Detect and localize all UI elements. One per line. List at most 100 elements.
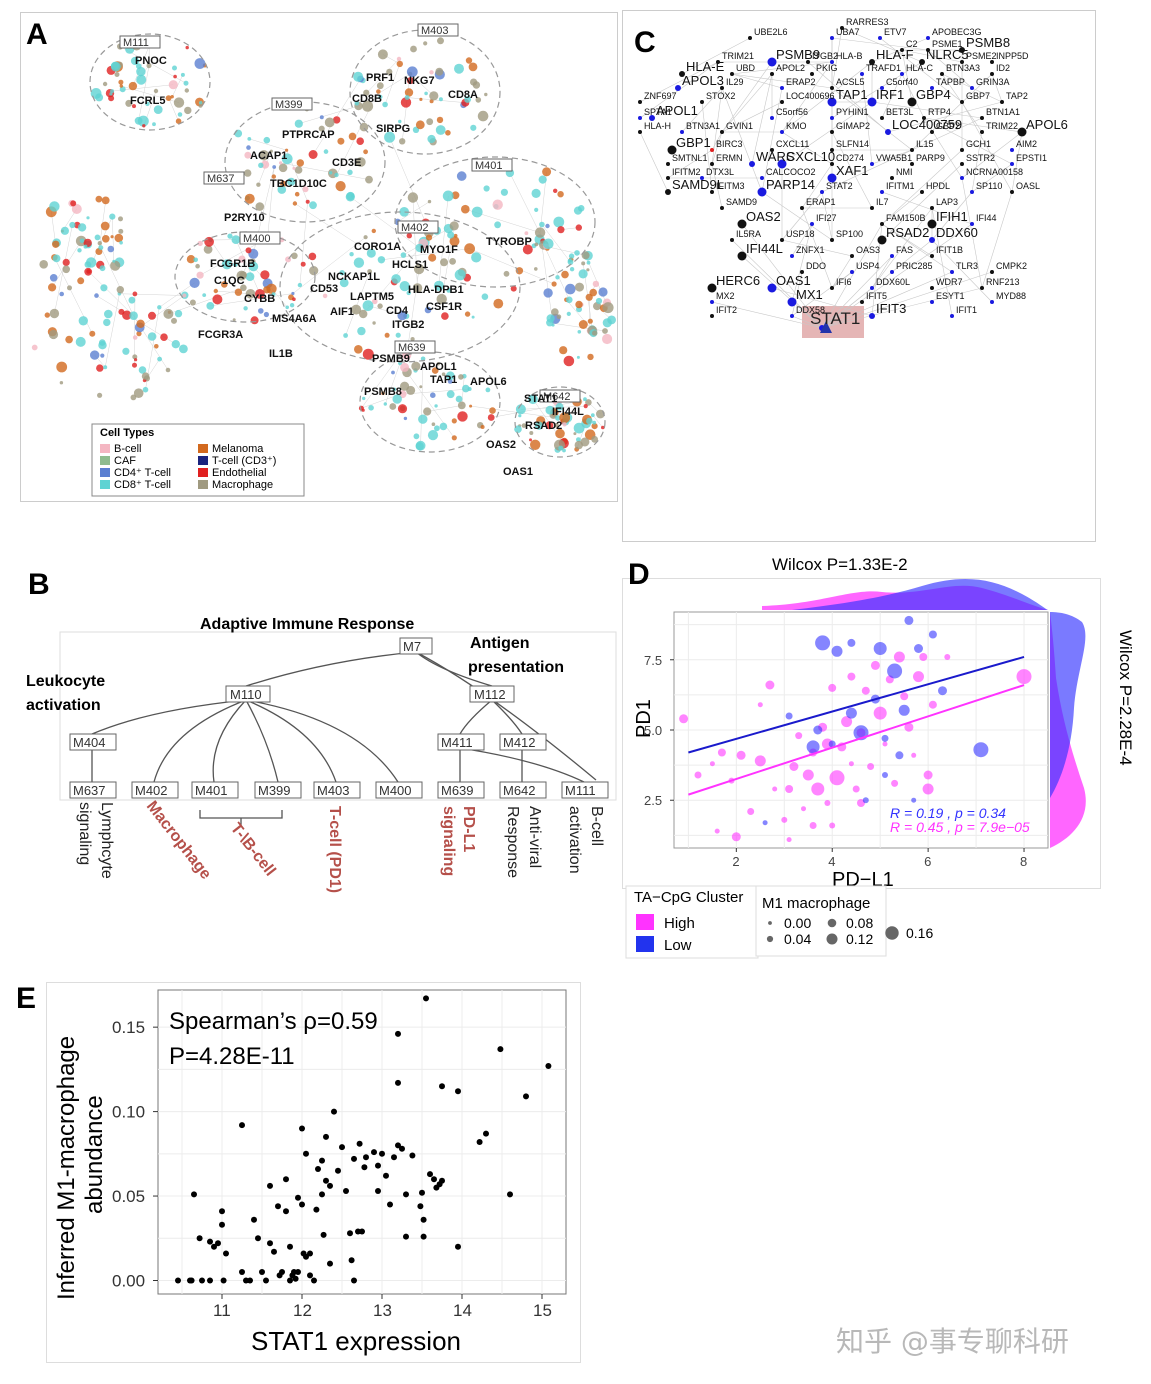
scatter-point-high bbox=[809, 822, 817, 829]
network-node bbox=[451, 191, 460, 200]
legend-label: T-cell (CD3⁺) bbox=[212, 455, 276, 467]
network-node bbox=[885, 129, 891, 135]
network-node bbox=[391, 370, 395, 375]
scatter-point-high bbox=[861, 686, 870, 695]
network-node bbox=[381, 391, 385, 396]
leaf-label-antiviral: Anti-viral bbox=[526, 806, 543, 868]
network-node bbox=[277, 185, 287, 194]
scatter-point-high bbox=[714, 828, 720, 834]
scatter-point bbox=[455, 1243, 461, 1250]
network-node bbox=[445, 130, 451, 136]
network-node bbox=[238, 255, 246, 263]
leukocyte-label-2: activation bbox=[26, 697, 101, 714]
network-node bbox=[534, 207, 539, 212]
gene-label: IFIT2 bbox=[716, 305, 737, 315]
x-tick-label: 2 bbox=[732, 854, 739, 869]
network-node bbox=[102, 235, 110, 243]
y-tick-label: 2.5 bbox=[644, 793, 662, 808]
gene-label: ETV7 bbox=[884, 27, 907, 37]
gene-label: SP110 bbox=[976, 181, 1002, 191]
right-density-low bbox=[1050, 612, 1086, 798]
gene-label: RNF213 bbox=[986, 277, 1020, 287]
network-node bbox=[212, 294, 223, 305]
network-node bbox=[442, 190, 454, 202]
network-node bbox=[890, 176, 894, 180]
legend-label: B-cell bbox=[114, 443, 142, 455]
gene-label: LOC400759 bbox=[892, 117, 962, 132]
network-node bbox=[406, 233, 412, 239]
network-node bbox=[202, 293, 207, 297]
antigen-label-1: Antigen bbox=[470, 635, 530, 652]
leaf-label-lymphocyte-2: signaling bbox=[76, 802, 93, 865]
scatter-point-high bbox=[828, 683, 837, 692]
network-node bbox=[399, 207, 410, 217]
scatter-point bbox=[315, 1166, 321, 1172]
network-node bbox=[353, 257, 365, 268]
module-node: M402 bbox=[135, 783, 168, 798]
module-label: M400 bbox=[243, 233, 271, 245]
module-label: M399 bbox=[275, 99, 303, 111]
network-node bbox=[294, 166, 303, 174]
scatter-point bbox=[327, 1260, 333, 1267]
network-node bbox=[173, 74, 177, 79]
gene-label: AIM2 bbox=[1016, 139, 1037, 149]
network-node bbox=[870, 162, 874, 166]
gene-label: P2RY10 bbox=[224, 212, 265, 224]
network-node bbox=[173, 97, 185, 108]
network-node bbox=[118, 308, 125, 315]
network-node bbox=[128, 81, 138, 91]
network-node bbox=[980, 286, 984, 290]
network-node bbox=[481, 293, 489, 301]
network-node bbox=[132, 362, 137, 368]
network-node bbox=[469, 404, 473, 408]
scatter-point bbox=[207, 1277, 213, 1284]
network-node bbox=[404, 95, 410, 100]
module-label: M639 bbox=[398, 342, 426, 354]
network-node bbox=[554, 423, 559, 428]
gene-label: BIRC3 bbox=[716, 139, 743, 149]
network-node bbox=[118, 216, 123, 222]
network-node bbox=[334, 172, 339, 178]
network-node bbox=[362, 300, 374, 312]
network-node bbox=[403, 416, 408, 421]
scatter-point-low bbox=[895, 751, 904, 760]
x-tick-label: 6 bbox=[924, 854, 931, 869]
gene-label: CD8B bbox=[352, 93, 382, 105]
scatter-point bbox=[279, 1269, 285, 1275]
network-node bbox=[748, 36, 752, 40]
network-node bbox=[44, 312, 50, 318]
panel-b: Adaptive Immune Response Antigen present… bbox=[18, 560, 618, 900]
right-density-high bbox=[1050, 612, 1086, 848]
network-node bbox=[384, 131, 396, 143]
network-node bbox=[592, 280, 600, 288]
gene-label: PRF1 bbox=[366, 72, 394, 84]
network-node bbox=[457, 401, 466, 410]
network-node bbox=[109, 92, 113, 96]
network-node bbox=[445, 371, 455, 381]
network-node bbox=[538, 175, 547, 184]
scatter-point-high bbox=[848, 761, 854, 767]
network-node bbox=[545, 223, 550, 229]
network-node bbox=[441, 372, 446, 377]
gene-label: OAS3 bbox=[856, 245, 880, 255]
gene-label: ERAP1 bbox=[806, 197, 836, 207]
network-node bbox=[557, 191, 564, 198]
network-node bbox=[555, 415, 561, 421]
scatter-point-high bbox=[786, 837, 792, 843]
network-node bbox=[233, 262, 238, 267]
network-node bbox=[119, 86, 126, 93]
gene-label: RTP4 bbox=[928, 107, 951, 117]
legend-label: Macrophage bbox=[212, 479, 273, 491]
network-node bbox=[136, 74, 147, 85]
network-node bbox=[278, 163, 288, 173]
scatter-point bbox=[175, 1277, 181, 1284]
network-node bbox=[297, 282, 303, 288]
network-node bbox=[153, 88, 159, 94]
network-node bbox=[470, 124, 477, 131]
network-node bbox=[707, 283, 717, 293]
network-node bbox=[395, 332, 401, 338]
network-node bbox=[372, 321, 376, 325]
gene-label: MX2 bbox=[716, 291, 735, 301]
network-node bbox=[524, 231, 529, 236]
network-node bbox=[263, 311, 269, 318]
